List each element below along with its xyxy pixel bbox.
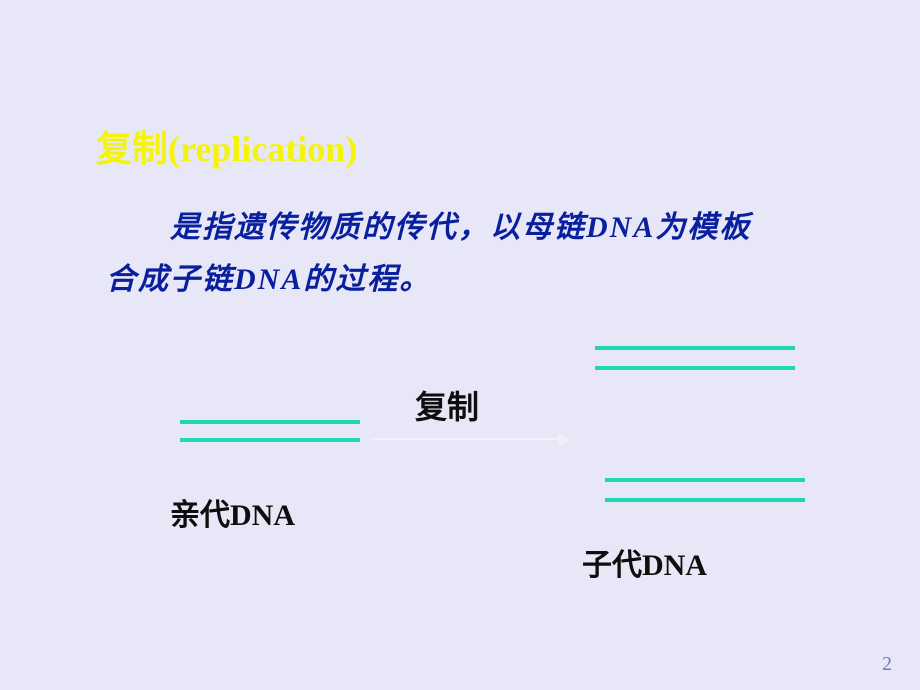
title-cn: 复制 <box>96 129 168 169</box>
replication-arrow-icon <box>370 438 560 440</box>
slide: 复制(replication) 是指遗传物质的传代，以母链DNA为模板 合成子链… <box>0 0 920 690</box>
title-en: (replication) <box>168 129 357 169</box>
child2-dna-strand-2 <box>605 498 805 502</box>
parent-dna-strand-1 <box>180 420 360 424</box>
child-dna-label: 子代DNA <box>582 540 707 584</box>
page-number: 2 <box>882 653 892 676</box>
child2-dna-strand-1 <box>605 478 805 482</box>
body-line-2: 合成子链DNA的过程。 <box>106 254 431 298</box>
slide-title: 复制(replication) <box>96 120 357 172</box>
child1-dna-strand-2 <box>595 366 795 370</box>
parent-dna-strand-2 <box>180 438 360 442</box>
parent-dna-label: 亲代DNA <box>170 490 295 534</box>
body-line-1: 是指遗传物质的传代，以母链DNA为模板 <box>170 202 751 246</box>
replicate-label: 复制 <box>415 382 479 428</box>
child1-dna-strand-1 <box>595 346 795 350</box>
